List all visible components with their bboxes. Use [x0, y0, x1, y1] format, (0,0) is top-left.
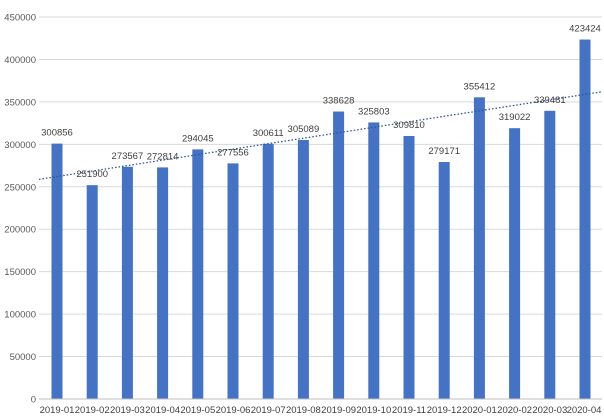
bar: [297, 140, 309, 399]
trendline: [38, 91, 603, 180]
y-tick-label: 100000: [4, 310, 36, 321]
y-tick-label: 50000: [10, 352, 36, 363]
x-tick-label: 2019-05: [180, 405, 215, 416]
bar: [403, 136, 415, 399]
y-tick-label: 200000: [4, 225, 36, 236]
data-label: 279171: [428, 146, 460, 157]
data-label: 251900: [76, 169, 108, 180]
bar: [438, 162, 450, 399]
data-label: 305089: [288, 124, 320, 135]
bar: [157, 167, 169, 399]
x-axis-tick-labels: 2019-01 2019-02 2019-03 2019-04 2019-05 2019-…: [40, 405, 602, 416]
x-tick-label: 2019-08: [286, 405, 321, 416]
bar: [579, 39, 591, 400]
x-tick-label: 2020-02: [497, 405, 532, 416]
y-tick-label: 400000: [4, 55, 36, 66]
x-tick-label: 2020-03: [532, 405, 567, 416]
data-label: 423424: [569, 24, 601, 35]
y-tick-label: 150000: [4, 267, 36, 278]
x-tick-label: 2019-12: [427, 405, 462, 416]
data-label: 355412: [464, 81, 496, 92]
bar: [509, 128, 521, 399]
data-label: 294045: [182, 133, 214, 144]
bar: [121, 166, 133, 399]
x-tick-label: 2019-10: [356, 405, 391, 416]
x-tick-label: 2020-01: [462, 405, 497, 416]
y-tick-label: 350000: [4, 97, 36, 108]
x-tick-label: 2019-04: [145, 405, 180, 416]
y-tick-label: 450000: [4, 13, 36, 24]
data-label: 338628: [323, 96, 355, 107]
bar: [333, 111, 345, 399]
y-tick-label: 250000: [4, 182, 36, 193]
x-tick-label: 2019-06: [216, 405, 251, 416]
x-tick-label: 2020-04: [567, 405, 602, 416]
y-tick-label: 300000: [4, 140, 36, 151]
bar: [192, 149, 204, 399]
data-label: 300611: [253, 128, 284, 139]
bar: [51, 143, 63, 399]
data-label: 272814: [147, 151, 179, 162]
y-tick-label: 0: [31, 395, 36, 406]
data-label: 339481: [534, 95, 566, 106]
x-tick-label: 2019-09: [321, 405, 356, 416]
bar: [86, 185, 98, 399]
data-label: 277556: [217, 147, 249, 158]
data-label: 309810: [393, 120, 425, 131]
bars: [51, 39, 591, 400]
data-label: 319022: [499, 112, 531, 123]
bar: [227, 163, 239, 399]
bar: [262, 143, 274, 399]
x-tick-label: 2019-02: [75, 405, 110, 416]
y-axis-tick-labels: 0 50000 100000 150000 200000 250000 300000 3500…: [4, 13, 36, 406]
data-label: 325803: [358, 106, 390, 117]
bar: [368, 122, 380, 400]
x-tick-label: 2019-11: [392, 405, 426, 416]
bar: [473, 97, 485, 399]
x-tick-label: 2019-01: [40, 405, 75, 416]
data-label: 273567: [112, 151, 144, 162]
data-label: 300856: [41, 128, 73, 139]
x-tick-label: 2019-03: [110, 405, 145, 416]
bar: [544, 110, 556, 399]
x-tick-label: 2019-07: [251, 405, 286, 416]
